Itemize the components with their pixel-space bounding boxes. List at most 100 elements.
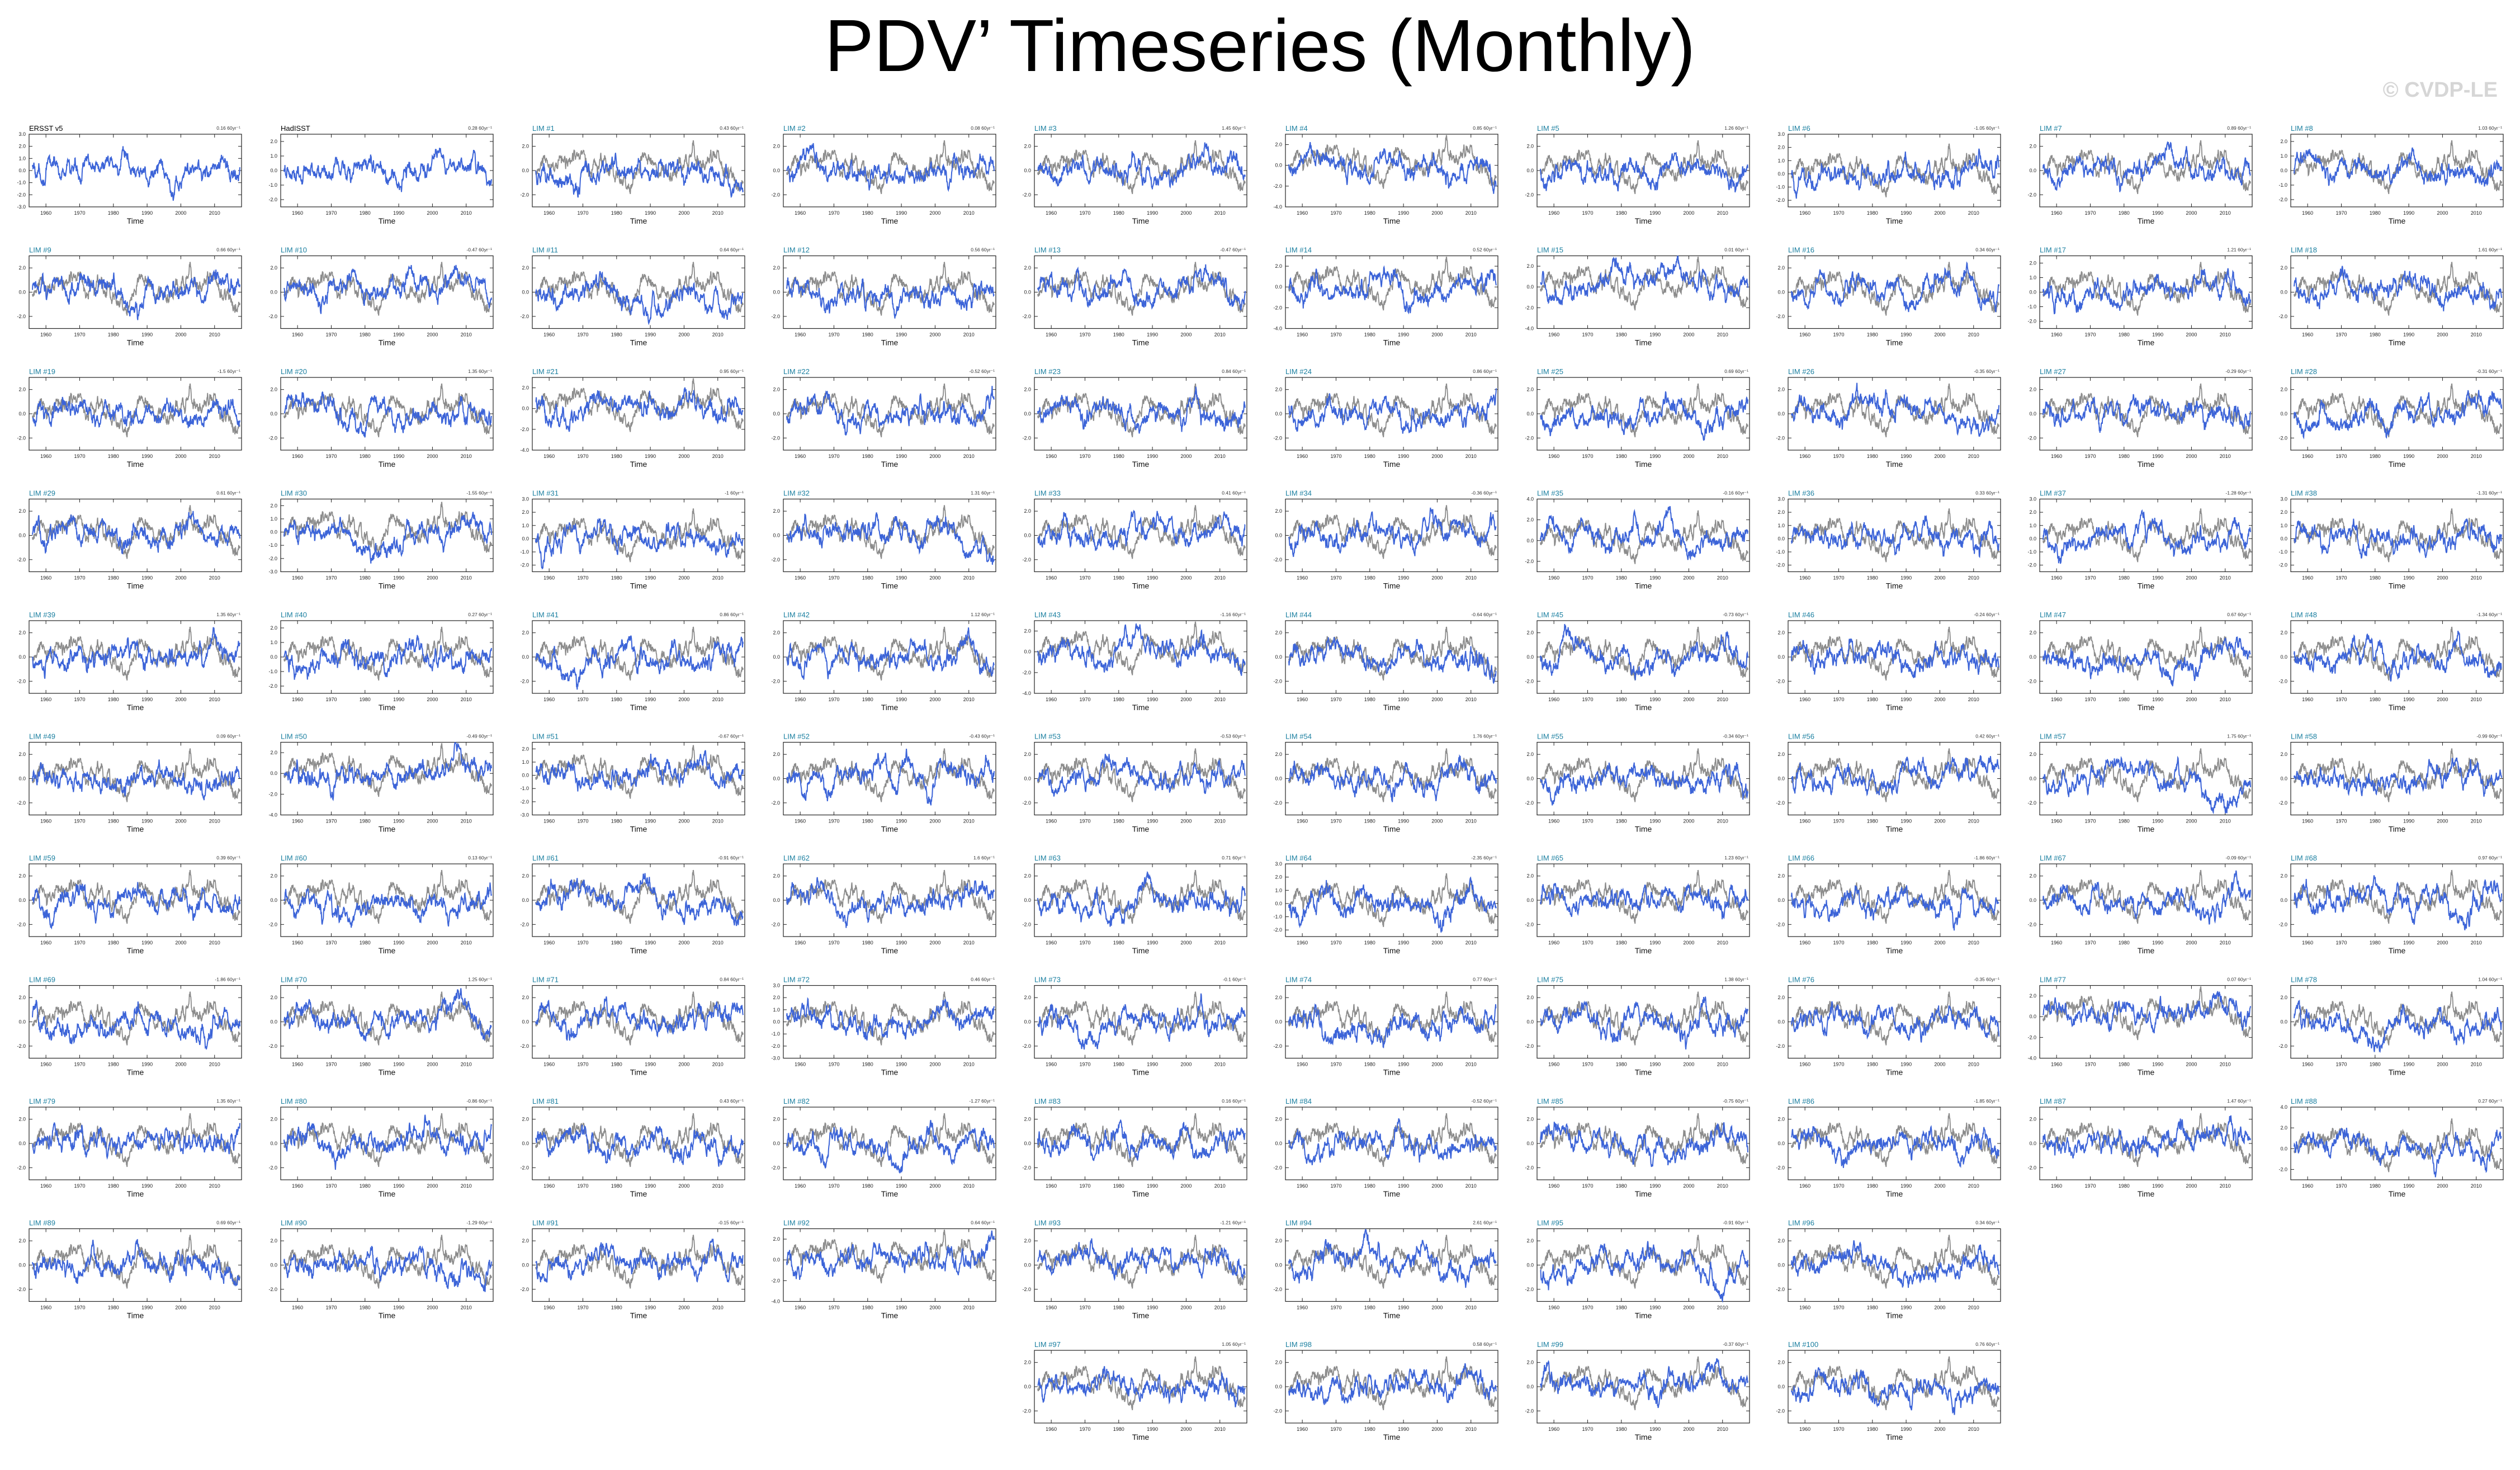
obs-reference-line	[535, 508, 744, 563]
y-tick-label: -1.0	[2278, 549, 2287, 555]
x-tick-label: 2000	[1431, 453, 1443, 459]
series-line	[535, 387, 744, 432]
y-tick-label: -2.0	[1776, 921, 1785, 927]
x-axis-label: Time	[1635, 1189, 1652, 1198]
x-tick-label: 1990	[2152, 210, 2163, 216]
plot-frame	[280, 741, 494, 816]
x-tick-label: 1960	[40, 1062, 51, 1067]
x-tick-label: 1970	[1079, 1426, 1090, 1432]
y-tick-label: 2.0	[1777, 751, 1785, 757]
y-tick-label: 2.0	[270, 873, 277, 879]
x-tick-label: 2000	[427, 1062, 438, 1067]
x-tick-label: 2000	[1934, 1426, 1945, 1432]
series-line	[32, 882, 240, 930]
x-tick-label: 1960	[543, 332, 555, 338]
x-tick-label: 1970	[577, 697, 588, 702]
series-line	[1791, 638, 1999, 678]
x-tick-label: 1970	[325, 1062, 337, 1067]
x-tick-label: 2000	[1180, 575, 1192, 581]
panel-label: LIM #100	[1788, 1340, 1818, 1349]
y-tick-label: -2.0	[1525, 1408, 1534, 1414]
x-tick-label: 1990	[896, 1062, 907, 1067]
x-tick-label: 1990	[1147, 1305, 1158, 1311]
x-axis-label: Time	[1132, 460, 1150, 469]
x-axis-label: Time	[881, 338, 899, 347]
x-tick-label: 1990	[141, 1183, 153, 1189]
panel-stat: 1.25 60yr⁻¹	[468, 977, 492, 982]
panel-stat: -1.31 60yr⁻¹	[2476, 490, 2502, 496]
obs-reference-line	[32, 1235, 240, 1289]
x-axis-label: Time	[1383, 1189, 1401, 1198]
y-tick-label: -4.0	[1525, 326, 1534, 332]
y-tick-label: 2.0	[2029, 630, 2036, 636]
series-line	[283, 882, 492, 928]
y-tick-label: -1.0	[2027, 549, 2036, 555]
x-tick-label: 1990	[1900, 940, 1912, 946]
x-tick-label: 1960	[1046, 1426, 1057, 1432]
panel-stat: 0.16 60yr⁻¹	[216, 125, 240, 131]
x-tick-label: 1970	[2335, 819, 2347, 824]
x-tick-label: 1970	[1833, 332, 1844, 338]
series-line	[535, 153, 744, 198]
y-tick-label: 0.0	[1777, 411, 1785, 417]
obs-reference-line	[283, 626, 492, 681]
y-tick-label: -3.0	[520, 812, 529, 818]
series-line	[283, 742, 492, 801]
panel-label: LIM #98	[1285, 1340, 1312, 1349]
x-tick-label: 1970	[2335, 1183, 2347, 1189]
obs-reference-line	[1540, 256, 1748, 311]
x-tick-label: 2010	[2471, 1062, 2482, 1067]
x-axis-label: Time	[630, 1068, 647, 1077]
y-tick-label: 2.0	[773, 630, 780, 636]
panel-label: LIM #66	[1788, 854, 1814, 862]
x-tick-label: 1960	[40, 1305, 51, 1311]
x-tick-label: 1980	[2370, 575, 2381, 581]
x-tick-label: 1970	[74, 1062, 85, 1067]
x-tick-label: 1960	[292, 1183, 303, 1189]
x-tick-label: 2010	[209, 453, 220, 459]
panel-stat: 1.35 60yr⁻¹	[216, 1098, 240, 1104]
y-tick-label: 0.0	[2029, 168, 2036, 173]
x-tick-label: 1970	[2084, 940, 2096, 946]
x-axis-label: Time	[1132, 1311, 1150, 1320]
x-tick-label: 1990	[2403, 575, 2414, 581]
obs-reference-line	[283, 991, 492, 1046]
y-tick-label: -2.0	[1022, 921, 1031, 927]
x-tick-label: 1970	[1079, 575, 1090, 581]
x-tick-label: 2000	[678, 697, 689, 702]
x-tick-label: 1960	[1799, 1062, 1810, 1067]
plot-frame	[280, 498, 494, 573]
x-tick-label: 1960	[2051, 697, 2062, 702]
x-tick-label: 1980	[108, 819, 119, 824]
panel-label: LIM #62	[783, 854, 810, 862]
panel-stat: 0.08 60yr⁻¹	[971, 125, 995, 131]
y-tick-label: 0.0	[270, 897, 277, 903]
x-tick-label: 1960	[1548, 697, 1559, 702]
y-tick-label: 0.0	[522, 290, 529, 295]
x-tick-label: 1960	[292, 1062, 303, 1067]
y-tick-label: 2.0	[773, 387, 780, 393]
y-tick-label: 0.0	[1526, 538, 1534, 543]
y-tick-label: 2.0	[18, 265, 26, 271]
y-tick-label: -2.0	[1525, 192, 1534, 197]
x-tick-label: 2000	[1180, 1183, 1192, 1189]
x-tick-label: 1980	[1616, 697, 1627, 702]
y-tick-label: 2.0	[2029, 261, 2036, 266]
x-tick-label: 2010	[963, 697, 975, 702]
y-tick-label: 2.0	[773, 873, 780, 879]
x-tick-label: 2010	[2471, 697, 2482, 702]
x-tick-label: 1980	[1113, 332, 1124, 338]
panel-label: LIM #39	[29, 611, 55, 619]
x-tick-label: 1990	[1649, 453, 1661, 459]
x-axis-label: Time	[2389, 216, 2406, 225]
panel-label: LIM #91	[532, 1219, 559, 1227]
y-tick-label: 2.0	[18, 144, 26, 149]
x-tick-label: 2000	[1683, 210, 1694, 216]
x-tick-label: 1990	[645, 453, 656, 459]
y-tick-label: 0.0	[773, 897, 780, 903]
